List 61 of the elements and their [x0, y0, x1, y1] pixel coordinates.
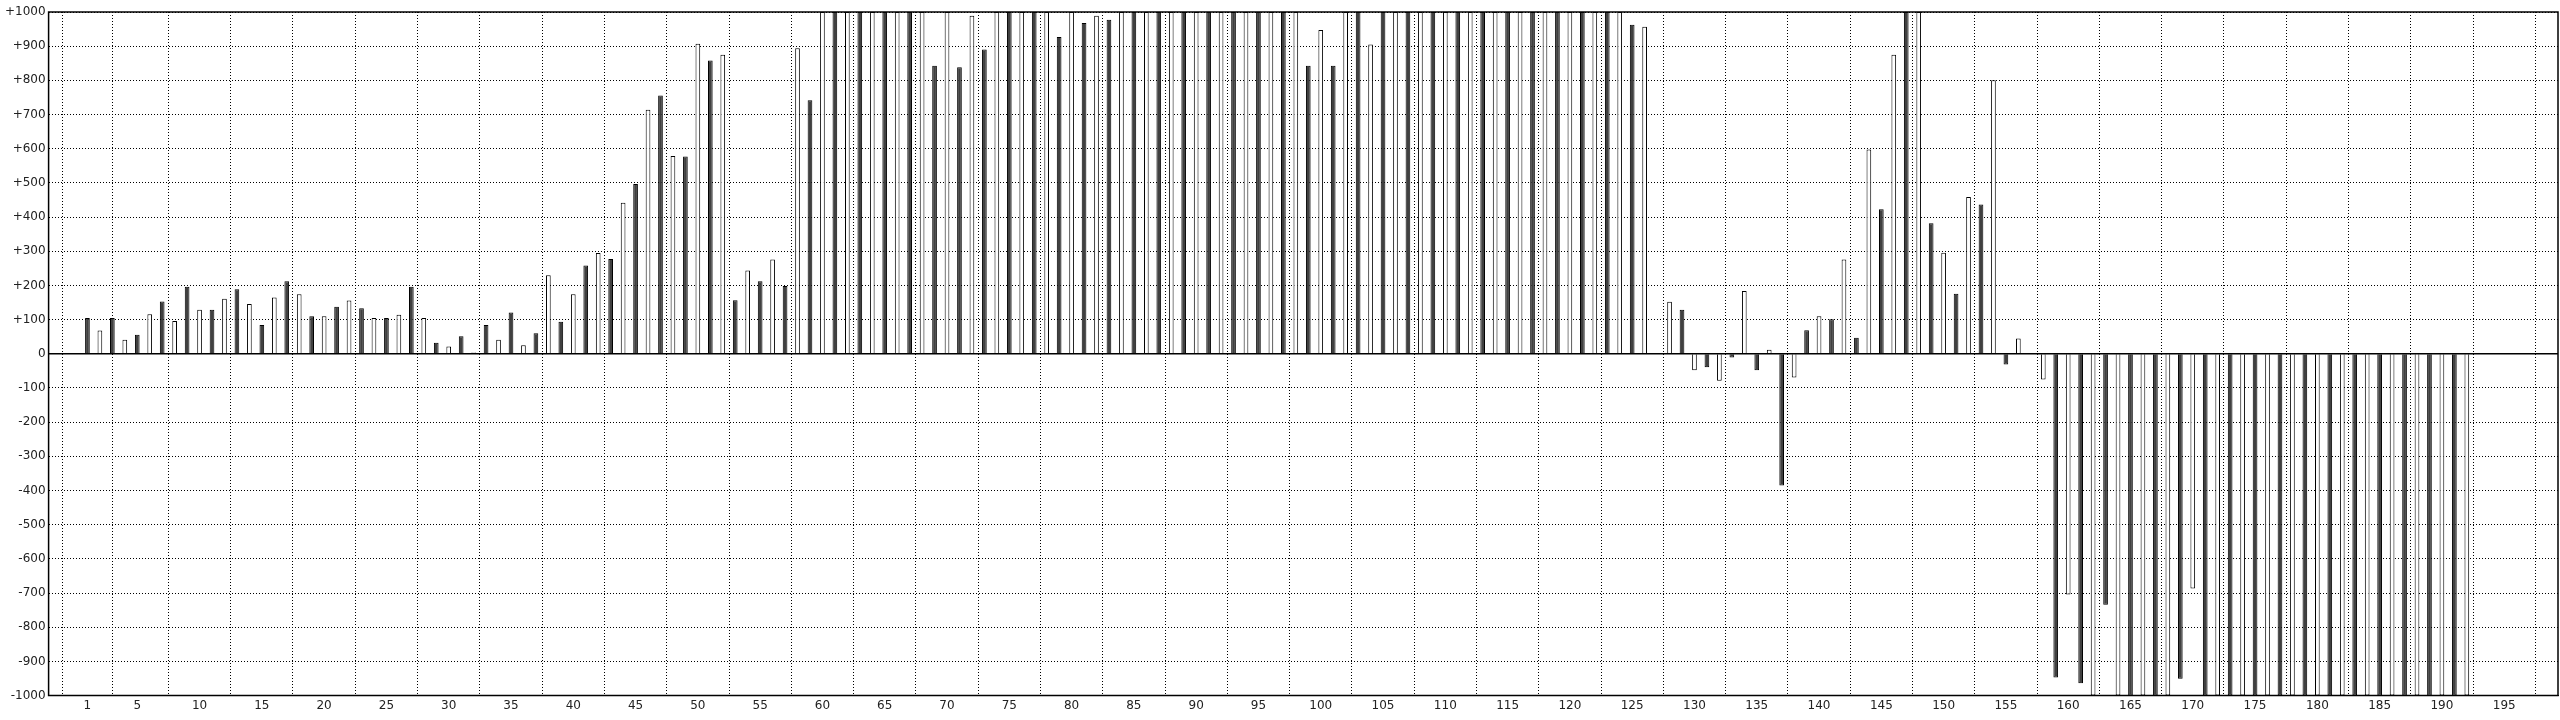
- y-tick-label: +200: [12, 277, 46, 292]
- x-tick-label: 100: [1309, 697, 1333, 712]
- x-tick-label: 30: [441, 697, 457, 712]
- x-tick-label: 180: [2305, 697, 2329, 712]
- y-tick-label: 0: [37, 345, 46, 360]
- y-tick-label: -300: [18, 448, 46, 463]
- y-tick-label: -800: [18, 619, 46, 634]
- y-tick-label: +600: [12, 140, 46, 155]
- x-tick-label: 135: [1745, 697, 1769, 712]
- x-tick-label: 80: [1063, 697, 1080, 712]
- x-tick-label: 130: [1683, 697, 1706, 712]
- x-tick-label: 60: [814, 697, 831, 712]
- x-tick-label: 35: [503, 697, 519, 712]
- x-tick-label: 165: [2119, 697, 2142, 712]
- x-tick-label: 110: [1433, 697, 1457, 712]
- x-tick-label: 1: [83, 697, 92, 712]
- x-tick-label: 55: [752, 697, 768, 712]
- x-tick-label: 155: [1994, 697, 2018, 712]
- y-tick-label: +800: [12, 72, 46, 87]
- x-tick-label: 65: [877, 697, 893, 712]
- x-tick-label: 150: [1932, 697, 1956, 712]
- y-tick-label: +500: [12, 175, 46, 190]
- y-tick-label: -600: [18, 551, 46, 566]
- x-tick-label: 190: [2430, 697, 2454, 712]
- x-tick-label: 5: [133, 697, 142, 712]
- x-tick-label: 105: [1371, 697, 1395, 712]
- y-tick-label: +1000: [5, 4, 46, 19]
- x-tick-label: 115: [1496, 697, 1520, 712]
- x-tick-label: 120: [1558, 697, 1582, 712]
- y-tick-label: -500: [18, 516, 46, 531]
- x-tick-label: 95: [1250, 697, 1267, 712]
- y-tick-label: -100: [18, 380, 46, 395]
- x-tick-label: 50: [690, 697, 706, 712]
- x-tick-label: 25: [378, 697, 395, 712]
- y-tick-label: +100: [12, 311, 46, 326]
- x-tick-label: 185: [2368, 697, 2392, 712]
- y-tick-label: -400: [18, 482, 46, 497]
- x-tick-label: 175: [2243, 697, 2267, 712]
- y-tick-label: -900: [18, 653, 46, 668]
- y-tick-label: -200: [18, 414, 46, 429]
- x-tick-label: 85: [1126, 697, 1142, 712]
- x-tick-label: 170: [2181, 697, 2205, 712]
- x-tick-label: 70: [939, 697, 955, 712]
- x-tick-label: 195: [2492, 697, 2516, 712]
- x-tick-label: 125: [1620, 697, 1644, 712]
- x-tick-label: 160: [2056, 697, 2080, 712]
- x-tick-label: 75: [1001, 697, 1017, 712]
- y-tick-label: +300: [12, 243, 46, 258]
- y-tick-label: +400: [12, 209, 46, 224]
- x-tick-label: 45: [627, 697, 644, 712]
- x-tick-label: 140: [1807, 697, 1831, 712]
- y-tick-label: +700: [12, 106, 46, 121]
- x-tick-label: 10: [191, 697, 208, 712]
- y-tick-label: +900: [12, 38, 46, 53]
- x-tick-label: 40: [565, 697, 581, 712]
- x-tick-label: 145: [1869, 697, 1893, 712]
- x-tick-label: 90: [1188, 697, 1204, 712]
- y-tick-label: -1000: [10, 687, 46, 702]
- x-tick-label: 15: [254, 697, 270, 712]
- x-tick-label: 20: [316, 697, 332, 712]
- y-tick-label: -700: [18, 585, 46, 600]
